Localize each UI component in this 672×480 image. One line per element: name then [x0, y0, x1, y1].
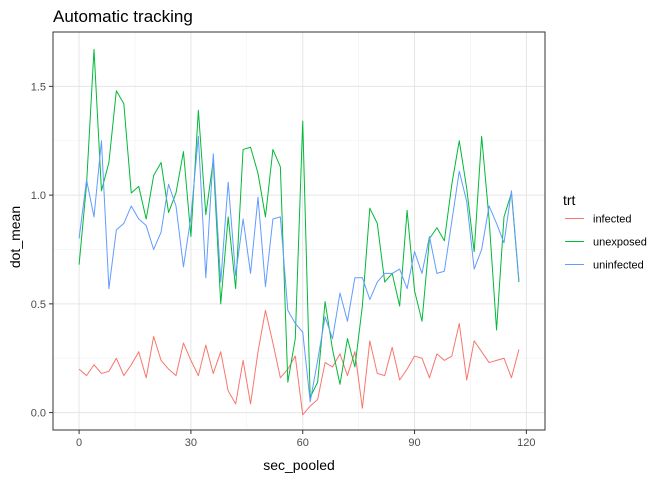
legend-label-unexposed: unexposed	[593, 237, 647, 249]
series-line-uninfected	[78, 135, 520, 403]
series-line-infected	[78, 309, 520, 416]
y-tick-label: 0.5	[31, 299, 46, 311]
panel-border	[52, 31, 546, 431]
y-tick-label: 1.5	[31, 81, 46, 93]
series-lines	[78, 48, 520, 416]
series-line-unexposed	[78, 48, 520, 398]
y-tick-label: 0.0	[31, 408, 46, 420]
legend: trt infected unexposed uninfected	[563, 192, 647, 273]
x-tick-label: 60	[297, 437, 309, 449]
legend-label-uninfected: uninfected	[593, 260, 644, 272]
chart-title: Automatic tracking	[53, 7, 193, 26]
legend-title: trt	[563, 192, 576, 208]
x-tick-label: 90	[408, 437, 420, 449]
x-tick-label: 120	[517, 437, 535, 449]
axes: 0 30 60 90 120 0.0 0.5 1.0 1.5	[31, 31, 546, 449]
y-tick-label: 1.0	[31, 190, 46, 202]
legend-label-infected: infected	[593, 214, 632, 226]
x-tick-label: 30	[185, 437, 197, 449]
x-axis-title: sec_pooled	[263, 457, 335, 473]
x-tick-label: 0	[76, 437, 82, 449]
y-axis-title: dot_mean	[7, 206, 23, 268]
